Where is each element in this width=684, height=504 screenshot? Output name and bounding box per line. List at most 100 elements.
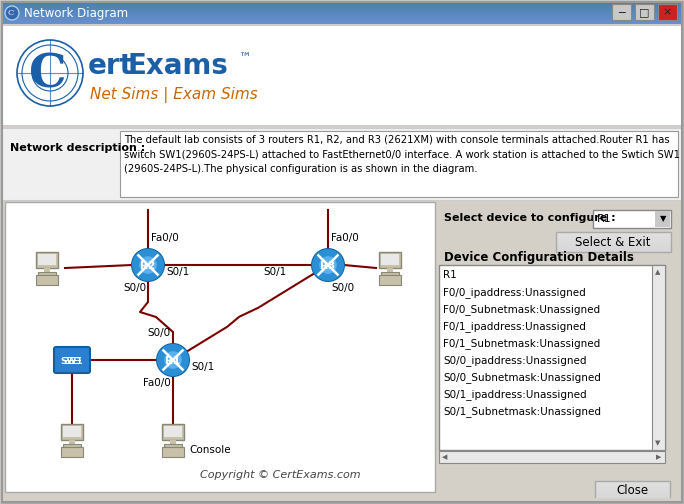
Bar [652, 265, 665, 450]
Bar [439, 265, 665, 450]
Bar [2, 2, 682, 3]
Bar [381, 272, 399, 275]
Bar [595, 498, 670, 499]
Text: S0/1_Subnetmask:Unassigned: S0/1_Subnetmask:Unassigned [443, 406, 601, 417]
Text: Network description :: Network description : [10, 143, 145, 153]
Bar [5, 202, 435, 492]
Text: □: □ [639, 7, 649, 17]
Bar [2, 9, 682, 10]
Bar [595, 494, 670, 495]
Text: Select device to configure :: Select device to configure : [444, 213, 616, 223]
Bar [658, 4, 677, 20]
Bar [595, 485, 670, 486]
Bar [120, 131, 678, 197]
Bar [595, 490, 670, 491]
Bar [2, 14, 682, 15]
Bar [439, 265, 665, 450]
Text: Close: Close [616, 483, 648, 496]
Bar [556, 246, 671, 247]
Text: ─: ─ [618, 7, 624, 17]
Text: R3: R3 [320, 261, 336, 271]
Bar [595, 481, 670, 500]
Bar [556, 232, 671, 233]
Bar [2, 17, 682, 18]
Bar [556, 235, 671, 236]
Bar [61, 447, 83, 457]
Circle shape [156, 343, 190, 377]
Circle shape [157, 344, 189, 376]
Bar [2, 12, 682, 13]
Bar [595, 499, 670, 500]
Bar [387, 268, 393, 272]
Text: S0/0: S0/0 [123, 283, 146, 293]
Text: S0/0: S0/0 [148, 328, 171, 338]
Bar [63, 426, 81, 437]
Bar [63, 444, 81, 447]
Circle shape [140, 256, 157, 274]
Bar [595, 482, 670, 483]
Circle shape [319, 256, 337, 274]
Text: S0/1_ipaddress:Unassigned: S0/1_ipaddress:Unassigned [443, 389, 587, 400]
Bar [2, 13, 682, 14]
Bar [595, 481, 670, 482]
Bar [2, 4, 682, 5]
Bar [655, 211, 670, 227]
Bar [164, 426, 182, 437]
Bar [69, 440, 75, 444]
Bar [2, 6, 682, 7]
Text: ▲: ▲ [655, 269, 661, 275]
Bar [2, 128, 682, 200]
Bar [2, 18, 682, 19]
Circle shape [164, 351, 182, 369]
Bar [61, 424, 83, 440]
Bar [2, 3, 682, 4]
Bar [162, 424, 184, 440]
Bar [595, 497, 670, 498]
Text: C: C [8, 9, 14, 17]
Text: ▼: ▼ [660, 215, 666, 223]
Bar [556, 233, 671, 234]
Bar [439, 451, 665, 463]
Text: Fa0/0: Fa0/0 [151, 233, 179, 243]
Bar [595, 496, 670, 497]
Bar [593, 210, 671, 228]
Bar [438, 202, 679, 492]
Text: ▼: ▼ [655, 440, 661, 446]
Bar [2, 20, 682, 21]
Bar [595, 486, 670, 487]
Text: Select & Exit: Select & Exit [575, 235, 650, 248]
Bar [595, 484, 670, 485]
Text: S0/0_Subnetmask:Unassigned: S0/0_Subnetmask:Unassigned [443, 372, 601, 383]
Bar [612, 4, 631, 20]
Text: S0/0: S0/0 [331, 283, 354, 293]
Bar [556, 236, 671, 237]
Bar [595, 493, 670, 494]
Text: F0/0_Subnetmask:Unassigned: F0/0_Subnetmask:Unassigned [443, 304, 600, 315]
Bar [170, 440, 176, 444]
Text: R1: R1 [166, 356, 181, 366]
Text: Copyright © CertExams.com: Copyright © CertExams.com [200, 470, 360, 480]
Bar [595, 492, 670, 493]
Bar [595, 483, 670, 484]
Bar [556, 250, 671, 251]
Text: S0/1: S0/1 [166, 267, 189, 277]
Circle shape [5, 6, 19, 20]
Bar [556, 248, 671, 249]
Text: R2: R2 [140, 261, 156, 271]
Bar [2, 498, 682, 502]
Bar [36, 252, 58, 268]
Bar [556, 234, 671, 235]
Text: ert: ert [88, 52, 134, 80]
Text: F0/0_ipaddress:Unassigned: F0/0_ipaddress:Unassigned [443, 287, 586, 298]
Circle shape [17, 40, 83, 106]
Bar [5, 202, 435, 492]
Bar [556, 251, 671, 252]
Bar [556, 238, 671, 239]
Bar [556, 243, 671, 244]
Bar [36, 275, 58, 285]
Bar [439, 451, 665, 463]
Bar [556, 239, 671, 240]
Text: R1: R1 [597, 214, 611, 224]
Bar [38, 254, 56, 265]
Bar [2, 128, 682, 200]
